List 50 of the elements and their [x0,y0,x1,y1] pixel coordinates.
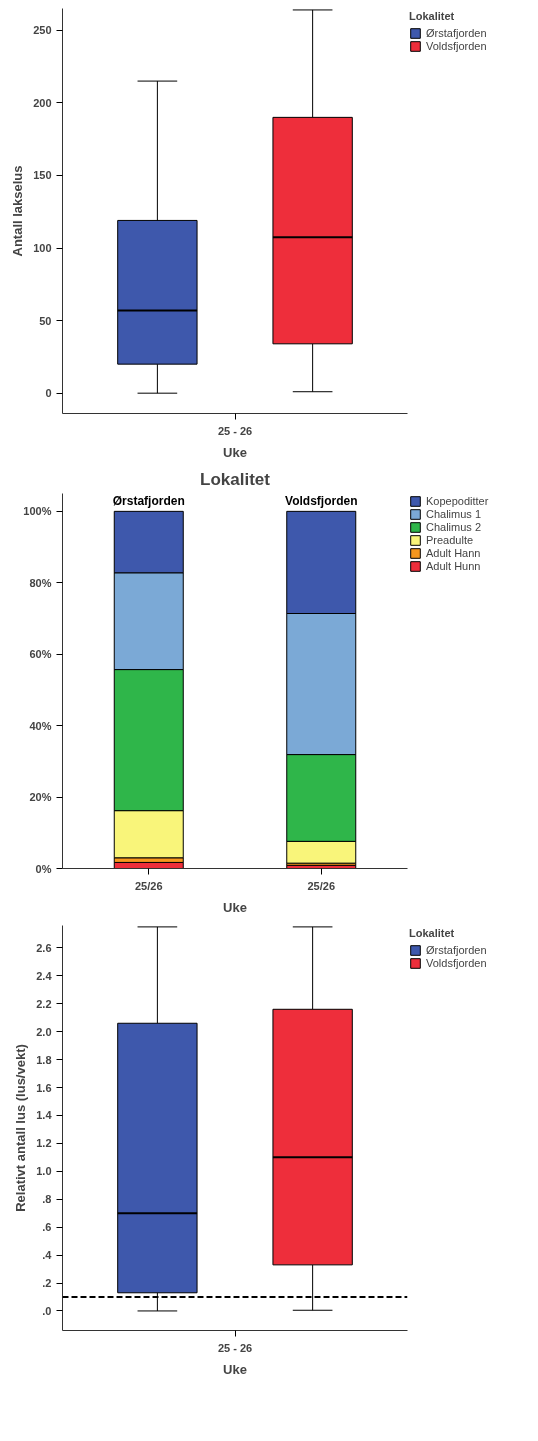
legend-title: Lokalitet [409,927,456,939]
y-tick-label: 2.0 [36,1025,52,1038]
legend-label: Ørstafjorden [426,944,487,956]
y-tick-label: .4 [42,1249,53,1262]
y-tick-label: 2.2 [36,997,52,1010]
x-axis-title: Uke [223,899,247,915]
y-tick-label: .2 [42,1277,52,1290]
legend-label: Chalimus 1 [426,508,482,520]
x-tick-label: 25/26 [134,879,163,892]
y-tick-label: .8 [42,1193,52,1206]
x-tick-label: 25 - 26 [217,1341,253,1354]
x-axis-title: Uke [223,1361,247,1377]
y-tick-label: 1.0 [36,1165,52,1178]
legend-label: Chalimus 2 [426,521,482,533]
y-tick-label: 0 [45,387,52,400]
y-tick-label: .6 [42,1221,52,1234]
annotation: Voldsfjorden [285,493,358,508]
legend-label: Preadulte [426,534,474,546]
legend-title: Lokalitet [409,10,456,22]
y-tick-label: 60% [29,648,52,661]
y-tick-label: 40% [29,719,52,732]
chart-title: Lokalitet [200,469,271,489]
y-tick-label: 80% [29,576,52,589]
legend-label: Voldsfjorden [426,40,487,52]
y-tick-label: 100% [23,505,52,518]
x-tick-label: 25 - 26 [217,424,253,437]
y-tick-label: 1.2 [36,1137,52,1150]
y-tick-label: 2.6 [36,941,52,954]
legend-label: Ørstafjorden [426,27,487,39]
y-tick-label: 100 [33,242,52,255]
y-tick-label: 1.4 [36,1109,53,1122]
y-tick-label: 150 [33,169,52,182]
annotation: Ørstafjorden [112,493,185,508]
y-tick-label: 0% [35,862,52,875]
y-tick-label: 2.4 [36,969,53,982]
y-tick-label: 200 [33,96,52,109]
y-tick-label: 1.6 [36,1081,52,1094]
legend-label: Kopepoditter [426,495,489,507]
legend-label: Adult Hunn [426,560,481,572]
y-tick-label: 250 [33,24,52,37]
legend-label: Voldsfjorden [426,957,487,969]
y-axis-title: Relativt antall lus (lus/vekt) [13,1044,29,1212]
x-axis-title: Uke [223,444,247,460]
y-tick-label: 50 [39,314,52,327]
y-tick-label: .0 [42,1304,52,1317]
y-tick-label: 20% [29,791,52,804]
y-axis-title: Antall lakselus [10,165,26,257]
legend-label: Adult Hann [426,547,481,559]
x-tick-label: 25/26 [307,879,336,892]
y-tick-label: 1.8 [36,1053,52,1066]
